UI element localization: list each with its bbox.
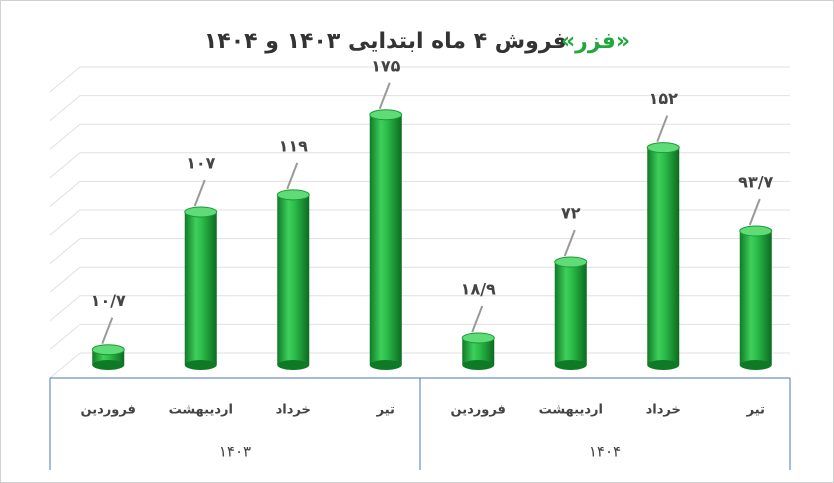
value-label: ۱۷۵ (371, 56, 401, 75)
bar-base (184, 360, 217, 370)
bar-body (647, 147, 680, 365)
x-tick-label: فروردین (81, 403, 136, 418)
leader-line (471, 305, 484, 333)
title-text: فروش ۴ ماه ابتدایی ۱۴۰۳ و ۱۴۰۴ (204, 29, 567, 54)
value-label: ۱۸/۹ (461, 279, 496, 298)
grid-line (49, 95, 790, 121)
bar (646, 142, 680, 370)
x-tick-label: تیر (746, 403, 765, 418)
bar-top (739, 225, 773, 237)
bar-base (739, 360, 772, 370)
bar-base (277, 360, 310, 370)
group-label: ۱۴۰۴ (589, 443, 621, 461)
bar-top (554, 256, 588, 268)
grid-line (49, 180, 790, 207)
chart-title: «فزر»فروش ۴ ماه ابتدایی ۱۴۰۳ و ۱۴۰۴ (204, 29, 630, 54)
bar-base (92, 360, 125, 370)
bar-base (554, 360, 587, 370)
value-label: ۱۰۷ (186, 153, 216, 172)
leader-line (286, 162, 299, 190)
value-label: ۱۰/۷ (91, 291, 126, 310)
grid-line (49, 66, 790, 93)
x-tick-label: اردیبهشت (539, 403, 603, 418)
x-tick-label: خرداد (646, 403, 681, 418)
bar (461, 332, 495, 370)
bar-base (647, 360, 680, 370)
grid-line (49, 152, 790, 179)
grid-line (49, 323, 790, 350)
bar (369, 109, 403, 370)
bar-top (276, 189, 310, 201)
bar (554, 256, 588, 370)
grid-line (49, 238, 790, 264)
bar-body (739, 231, 772, 365)
leader-line (656, 115, 669, 142)
leader-line (563, 229, 576, 257)
x-tick-label: تیر (376, 403, 395, 418)
x-tick-label: خرداد (276, 403, 311, 418)
leader-line (101, 317, 114, 345)
bar-body (184, 211, 217, 365)
bar (276, 189, 310, 370)
bar (184, 206, 218, 370)
leader-line (748, 198, 761, 226)
bar-base (462, 360, 495, 370)
grid-line (49, 209, 790, 236)
value-label: ۷۲ (561, 204, 581, 223)
leader-line (378, 82, 391, 110)
value-label: ۱۵۲ (649, 89, 679, 108)
grid-line (49, 352, 790, 379)
bar-base (369, 360, 402, 370)
bar (739, 225, 773, 370)
x-tick-label: فروردین (451, 403, 506, 418)
grid-line (49, 123, 790, 150)
bar-top (461, 332, 495, 344)
bar-top (369, 109, 403, 121)
title-highlight: «فزر» (561, 29, 630, 54)
bar-body (277, 194, 310, 365)
value-label: ۹۳/۷ (738, 173, 773, 192)
group-label: ۱۴۰۳ (219, 443, 251, 461)
bar-top (91, 344, 125, 356)
grid-line (49, 295, 790, 322)
x-tick-label: اردیبهشت (169, 403, 233, 418)
bar-top (646, 142, 680, 154)
value-label: ۱۱۹ (279, 136, 309, 155)
bar-body (554, 262, 587, 365)
bar-body (369, 114, 402, 365)
grid-line (49, 266, 790, 293)
bar-top (184, 206, 218, 218)
leader-line (193, 179, 206, 207)
bar (91, 344, 125, 370)
